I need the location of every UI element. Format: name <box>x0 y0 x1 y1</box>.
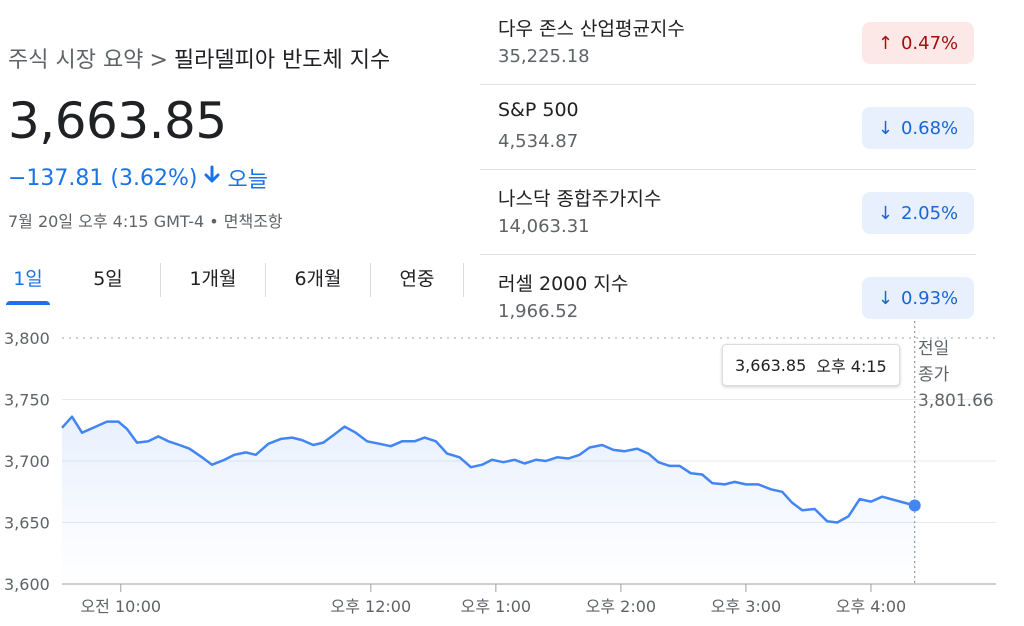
index-value: 35,225.18 <box>498 46 590 67</box>
change-period: 오늘 <box>227 168 268 193</box>
arrow-down-icon: ↓ <box>877 202 893 224</box>
prev-close-label: 전일 종가 3,801.66 <box>918 336 994 414</box>
x-tick-label: 오전 10:00 <box>80 597 161 616</box>
breadcrumb-parent[interactable]: 주식 시장 요약 <box>8 48 144 73</box>
tab-1m[interactable]: 1개월 <box>189 267 237 290</box>
index-value: 14,063.31 <box>498 216 590 237</box>
y-tick-label: 3,750 <box>4 391 50 410</box>
prev-close-line1: 전일 <box>918 339 950 359</box>
tab-5d[interactable]: 5일 <box>93 267 123 290</box>
arrow-up-icon: ↑ <box>877 32 893 54</box>
index-value: 1,966.52 <box>498 301 579 322</box>
index-name: S&P 500 <box>498 99 579 121</box>
y-tick-label: 3,600 <box>4 575 50 594</box>
index-change: 0.68% <box>900 117 959 139</box>
y-tick-label: 3,700 <box>4 452 50 471</box>
prev-close-value: 3,801.66 <box>918 391 994 411</box>
arrow-down-icon: ↓ <box>877 287 893 309</box>
tab-divider <box>463 263 464 297</box>
breadcrumb-separator: > <box>149 48 168 73</box>
market-indices: 다우 존스 산업평균지수 35,225.18 ↑ 0.47% S&P 500 4… <box>480 0 976 340</box>
range-tabs: 1일 5일 1개월 6개월 연중 <box>0 255 464 305</box>
index-row-nasdaq[interactable]: 나스닥 종합주가지수 14,063.31 ↓ 2.05% <box>480 170 976 255</box>
series-line <box>61 415 916 524</box>
tab-1d[interactable]: 1일 <box>0 255 56 305</box>
prev-close-line2: 종가 <box>918 365 950 385</box>
tab-6m[interactable]: 6개월 <box>294 267 342 290</box>
series-area <box>62 416 915 584</box>
current-point <box>908 499 921 512</box>
chart-tooltip: 3,663.85 오후 4:15 <box>722 344 900 386</box>
index-change: 0.93% <box>900 287 959 309</box>
index-change-badge: ↓ 0.68% <box>862 107 974 149</box>
arrow-down-icon: ↓ <box>877 117 893 139</box>
tooltip-time: 오후 4:15 <box>816 357 887 376</box>
index-change-badge: ↓ 2.05% <box>862 192 974 234</box>
price-chart[interactable]: 3,600 3,650 3,700 3,750 3,800 오전 10:00 오후 12:… <box>0 320 1024 626</box>
x-tick-label: 오후 2:00 <box>586 597 656 616</box>
y-tick-label: 3,800 <box>4 329 50 348</box>
index-change: 0.47% <box>900 32 959 54</box>
index-name: 다우 존스 산업평균지수 <box>498 18 685 40</box>
index-row-sp500[interactable]: S&P 500 4,534.87 ↓ 0.68% <box>480 85 976 170</box>
breadcrumb: 주식 시장 요약 > 필라델피아 반도체 지수 <box>8 42 390 74</box>
tooltip-value: 3,663.85 <box>735 355 807 375</box>
tab-divider <box>160 263 161 297</box>
index-value: 4,534.87 <box>498 131 579 152</box>
x-tick-label: 오후 12:00 <box>331 597 412 616</box>
breadcrumb-current: 필라델피아 반도체 지수 <box>173 48 391 73</box>
index-change-badge: ↑ 0.47% <box>862 22 974 64</box>
tab-divider <box>370 263 371 297</box>
index-name: 러셀 2000 지수 <box>498 273 629 295</box>
change-value: −137.81 (3.62%) <box>8 165 198 191</box>
arrow-down-icon <box>203 165 221 191</box>
index-name: 나스닥 종합주가지수 <box>498 188 662 210</box>
index-row-russell[interactable]: 러셀 2000 지수 1,966.52 ↓ 0.93% <box>480 255 976 340</box>
price-change: −137.81 (3.62%) 오늘 <box>8 162 268 194</box>
x-tick-label: 오후 1:00 <box>461 597 531 616</box>
quote-timestamp: 7월 20일 오후 4:15 GMT-4 • 면책조항 <box>8 212 283 231</box>
tab-ytd[interactable]: 연중 <box>399 267 435 290</box>
tab-divider <box>265 263 266 297</box>
x-tick-label: 오후 4:00 <box>836 597 906 616</box>
index-change: 2.05% <box>900 202 959 224</box>
current-price: 3,663.85 <box>8 92 227 150</box>
index-change-badge: ↓ 0.93% <box>862 277 974 319</box>
index-row-dow[interactable]: 다우 존스 산업평균지수 35,225.18 ↑ 0.47% <box>480 0 976 85</box>
x-tick-label: 오후 3:00 <box>711 597 781 616</box>
y-tick-label: 3,650 <box>4 514 50 533</box>
